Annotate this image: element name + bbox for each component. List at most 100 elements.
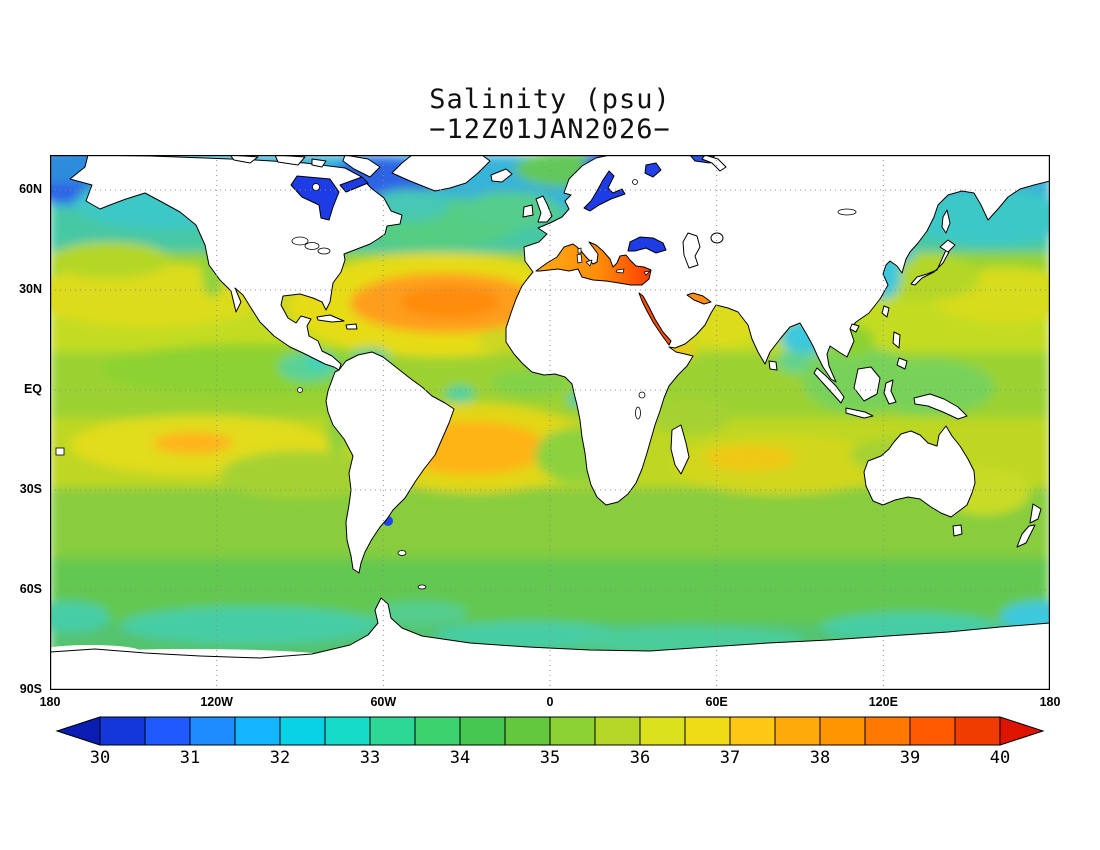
colorbar-cell (549, 716, 596, 746)
colorbar-cell (729, 716, 776, 746)
white-sea (644, 162, 662, 178)
colorbar-high-arrow (999, 716, 1045, 746)
colorbar-cell (99, 716, 146, 746)
south-georgia (417, 584, 427, 590)
caspian-sea (682, 232, 701, 269)
chart-title: Salinity (psu) (429, 84, 671, 115)
colorbar-svg (55, 716, 1045, 746)
lake-tanganyika (635, 406, 641, 420)
new-guinea (913, 393, 968, 420)
black-sea (627, 236, 667, 254)
sardinia (576, 253, 583, 264)
australia (863, 425, 976, 518)
y-tick-label: 90S (19, 682, 42, 696)
colorbar-tick-label: 40 (989, 748, 1011, 768)
borneo (853, 366, 881, 402)
hokkaido (939, 239, 956, 253)
iceland (490, 168, 513, 183)
colorbar (55, 716, 1045, 746)
x-tick-label: 120E (868, 695, 898, 709)
x-axis-labels: 180 120W 60W 0 60E 120E 180 (0, 695, 1100, 713)
corsica (577, 247, 582, 254)
southampton-island (312, 183, 320, 191)
x-tick-label: 0 (546, 695, 554, 709)
y-tick-label: 30S (19, 482, 42, 496)
south-america (325, 351, 455, 574)
novaya-zemlya (701, 155, 727, 172)
colorbar-cell (684, 716, 731, 746)
sulawesi (883, 379, 897, 405)
y-tick-label: 30N (19, 282, 42, 296)
colorbar-cell (414, 716, 461, 746)
colorbar-cell (459, 716, 506, 746)
hispaniola (345, 323, 358, 330)
colorbar-cell (279, 716, 326, 746)
hudson-bay (290, 175, 340, 221)
ireland (522, 204, 534, 218)
aral-sea (710, 232, 724, 244)
arctic-islands (274, 155, 306, 166)
hainan (849, 323, 860, 333)
lake-baikal (837, 208, 857, 216)
colorbar-cell (504, 716, 551, 746)
sicily (585, 259, 593, 267)
x-tick-label: 60E (705, 695, 728, 709)
x-tick-label: 120W (200, 695, 233, 709)
crete (615, 268, 625, 274)
colorbar-cell (864, 716, 911, 746)
colorbar-cell (954, 716, 1001, 746)
colorbar-cell (594, 716, 641, 746)
antarctica (50, 597, 1050, 690)
red-sea (638, 292, 672, 346)
sumatra (813, 367, 845, 404)
y-axis-labels: 60N 30N EQ 30S 60S 90S (0, 155, 46, 696)
graticule-layer (50, 155, 1050, 690)
colorbar-cell (324, 716, 371, 746)
taiwan (881, 305, 890, 318)
colorbar-cell (819, 716, 866, 746)
colorbar-cell (234, 716, 281, 746)
cuba (316, 314, 345, 323)
arctic-islands (311, 158, 327, 168)
java (845, 407, 874, 419)
x-tick-label: 180 (1039, 695, 1061, 709)
north-america (69, 155, 403, 371)
colorbar-tick-label: 32 (269, 748, 291, 768)
y-tick-label: EQ (23, 382, 42, 396)
philippines (892, 331, 901, 349)
colorbar-cell (144, 716, 191, 746)
great-britain (535, 195, 553, 223)
tasmania (952, 524, 963, 537)
colorbar-cell (639, 716, 686, 746)
arctic-islands (229, 155, 259, 164)
colorbar-tick-label: 35 (539, 748, 561, 768)
colorbar-tick-label: 37 (719, 748, 741, 768)
new-zealand-south (1016, 524, 1036, 548)
colorbar-low-arrow (55, 716, 101, 746)
falkland-islands (397, 550, 407, 556)
madagascar (670, 424, 690, 475)
colorbar-cell (774, 716, 821, 746)
map-border (50, 155, 1050, 690)
sri-lanka (768, 360, 778, 371)
colorbar-tick-label: 34 (449, 748, 471, 768)
x-tick-label: 60W (370, 695, 397, 709)
sakhalin (941, 209, 951, 234)
great-lake (317, 247, 331, 255)
colorbar-cell (189, 716, 236, 746)
greenland (391, 155, 491, 192)
colorbar-tick-label: 33 (359, 748, 381, 768)
colorbar-tick-label: 31 (179, 748, 201, 768)
persian-gulf (686, 292, 712, 305)
lake-ladoga (632, 179, 638, 185)
colorbar-cell (369, 716, 416, 746)
colorbar-tick-label: 30 (89, 748, 111, 768)
salinity-map-svg (50, 155, 1050, 690)
hudson-strait (339, 176, 369, 193)
great-lake (304, 242, 320, 250)
seas-layer (290, 155, 857, 420)
philippines (896, 357, 908, 370)
world-salinity-map (50, 155, 1050, 690)
colorbar-cell (909, 716, 956, 746)
